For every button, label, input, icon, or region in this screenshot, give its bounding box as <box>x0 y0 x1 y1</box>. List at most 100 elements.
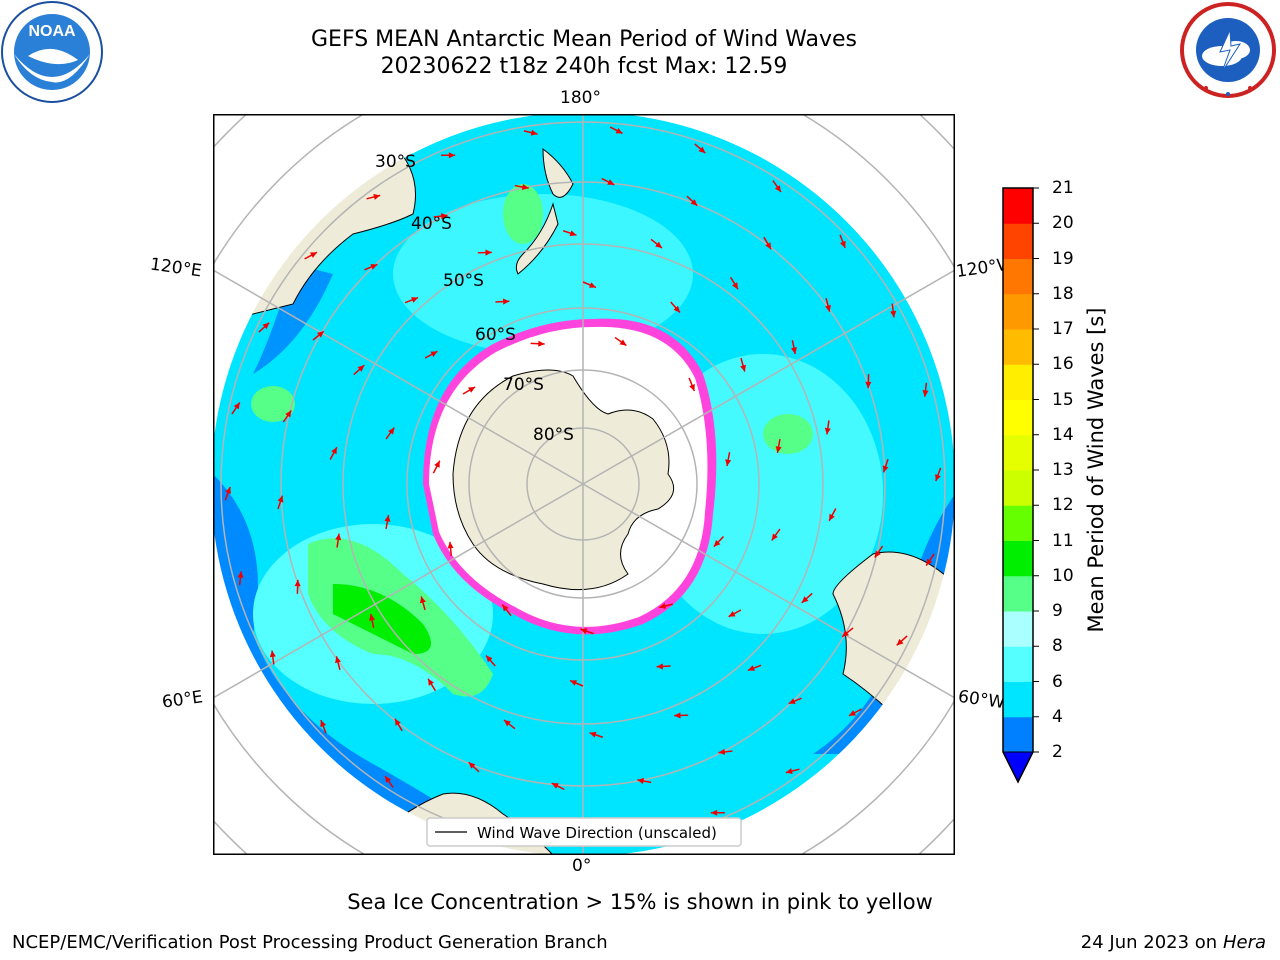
chart-subtitle: 20230622 t18z 240h fcst Max: 12.59 <box>380 54 788 79</box>
wave-arrow-head <box>237 571 244 578</box>
wave-arrow-head <box>428 678 434 686</box>
wave-arrow-head <box>269 650 276 658</box>
wave-arrow-head <box>468 762 476 769</box>
wave-arrow-head <box>637 777 645 784</box>
wave-arrow-head <box>225 486 231 494</box>
wave-arrow-head <box>674 712 681 719</box>
lat-label-30s: 30°S <box>375 152 416 172</box>
colorbar-segment <box>1003 540 1033 577</box>
antarctica-land <box>452 369 675 591</box>
wave-arrow-head <box>420 596 426 604</box>
map-border <box>213 114 955 855</box>
wave-arrow-head <box>317 331 324 338</box>
wave-arrow-head <box>530 129 538 136</box>
chart-title: GEFS MEAN Antarctic Mean Period of Wind … <box>311 27 857 52</box>
colorbar-segment <box>1003 364 1033 400</box>
lat-label-70s: 70°S <box>503 375 544 395</box>
wave-arrow-head <box>829 513 835 521</box>
sea-ice-note: Sea Ice Concentration > 15% is shown in … <box>347 890 933 914</box>
wave-arrow-head <box>874 550 881 558</box>
wave-arrow-head <box>849 710 857 716</box>
wave-arrow-head <box>775 446 782 453</box>
new-zealand-land <box>542 147 574 198</box>
wave-arrow-head <box>580 628 588 635</box>
wave-arrow-head <box>765 242 772 250</box>
lon-label-120e: 120°E <box>148 254 203 282</box>
lon-label-60e: 60°E <box>160 687 205 713</box>
wave-arrow-head <box>468 386 476 393</box>
wave-arrow-head <box>320 720 327 728</box>
colorbar-extend-triangle <box>1002 751 1034 784</box>
colorbar-segment <box>1003 188 1033 224</box>
wave-arrow-head <box>732 282 738 290</box>
wave-arrow-head <box>865 381 872 389</box>
wave-arrow-head <box>448 152 456 159</box>
colorbar <box>1002 187 1039 784</box>
wave-arrow-head <box>728 611 736 617</box>
colorbar-segment <box>1003 716 1033 753</box>
colorbar-segment <box>1003 575 1033 612</box>
wave-arrow-head <box>922 390 929 397</box>
wave-arrow-head <box>619 339 627 346</box>
colorbar-tick-label: 14 <box>1052 424 1074 445</box>
colorbar-tick-label: 15 <box>1052 389 1074 410</box>
wave-arrow-head <box>839 240 846 248</box>
wave-arrow-head <box>502 604 509 612</box>
wave-arrow-head <box>710 809 718 816</box>
wave-arrow-head <box>369 614 376 621</box>
graticule <box>213 114 955 855</box>
wave-arrow-head <box>771 533 778 541</box>
wave-arrow-head <box>825 304 831 312</box>
lon-label-0: 0° <box>572 856 592 876</box>
wave-arrow-head <box>656 663 664 670</box>
wave-arrow-head <box>331 447 337 455</box>
legend-label: Wind Wave Direction (unscaled) <box>477 824 717 842</box>
wave-arrow-head <box>373 193 381 200</box>
colorbar-segment <box>1003 434 1033 471</box>
wave-arrow-head <box>615 127 623 134</box>
wave-direction-arrows <box>224 126 942 816</box>
wave-arrow-head <box>607 179 615 185</box>
wave-arrow-head <box>384 515 391 522</box>
wave-arrow-head <box>935 474 941 482</box>
wave-arrow-head <box>740 364 746 372</box>
colorbar-segment <box>1003 293 1033 330</box>
colorbar-label: Mean Period of Wind Waves [s] <box>1084 307 1108 633</box>
wave-arrow-head <box>882 465 889 473</box>
colorbar-tick-label: 4 <box>1052 706 1063 727</box>
colorbar-segment <box>1003 505 1033 541</box>
colorbar-segment <box>1003 258 1033 295</box>
wave-arrow-head <box>788 698 796 704</box>
wave-arrow-head <box>785 768 793 775</box>
wave-arrow-head <box>485 249 492 256</box>
footer-host: Hera <box>1222 932 1266 953</box>
wave-arrow-head <box>335 533 342 541</box>
wave-arrow-head <box>388 427 395 435</box>
wave-arrow-head <box>434 460 440 468</box>
colorbar-segment <box>1003 399 1033 436</box>
nws-logo <box>1180 2 1276 98</box>
wave-arrow-head <box>551 783 559 789</box>
lat-label-60s: 60°S <box>475 325 516 345</box>
noaa-logo-text: NOAA <box>28 23 76 40</box>
colorbar-tick-label: 20 <box>1052 213 1074 234</box>
wave-arrow-head <box>655 241 662 248</box>
wave-arrow-head <box>570 680 578 686</box>
wave-arrow-head <box>890 310 897 318</box>
wave-arrow-head <box>394 718 401 726</box>
lat-label-50s: 50°S <box>443 271 484 291</box>
colorbar-segment <box>1003 223 1033 259</box>
colorbar-tick-label: 12 <box>1052 495 1074 516</box>
lon-label-180: 180° <box>560 88 601 108</box>
wave-arrow-head <box>698 146 706 154</box>
wave-arrow-head <box>718 748 726 755</box>
lat-label-40s: 40°S <box>411 214 452 234</box>
colorbar-tick-label: 6 <box>1052 671 1063 692</box>
wave-arrow-head <box>725 459 732 466</box>
wave-arrow-head <box>801 596 809 603</box>
lon-label-60w: 60°W <box>956 686 1007 714</box>
noaa-logo: NOAA <box>1 1 103 103</box>
wave-arrow-head <box>824 427 831 435</box>
wave-arrow-head <box>440 213 448 220</box>
colorbar-tick-label: 13 <box>1052 460 1074 480</box>
